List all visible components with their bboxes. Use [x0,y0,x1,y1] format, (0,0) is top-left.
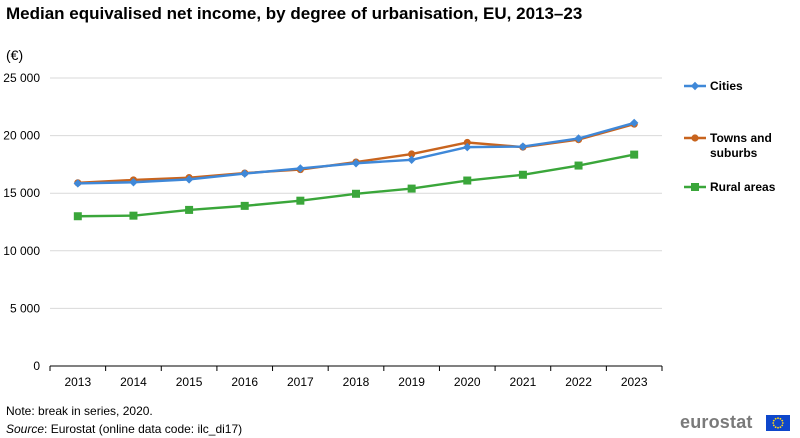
x-tick-label: 2022 [565,375,592,389]
series-line-towns-and-suburbs [77,122,635,185]
data-point [73,212,82,221]
line-chart: 0 5 000 10 000 15 000 20 000 25 000 2013 2014 20… [3,71,776,389]
eurostat-logo-text: eurostat [680,412,753,432]
eu-flag-icon [766,415,790,431]
data-point [185,205,194,214]
data-point [407,155,416,164]
data-point [630,150,639,159]
x-tick-label: 2023 [621,375,648,389]
data-point [351,159,361,168]
y-tick-label: 0 [33,359,40,373]
legend-marker [691,134,699,142]
legend-label: suburbs [710,146,758,160]
y-tick-label: 15 000 [3,186,40,200]
data-point [296,196,305,205]
x-tick-label: 2021 [510,375,537,389]
data-point [129,211,138,220]
source-label: Source [6,422,45,436]
data-point [518,142,528,151]
x-tick-label: 2014 [120,375,147,389]
data-point [352,189,360,198]
x-tick-label: 2017 [287,375,314,389]
y-tick-label: 5 000 [10,301,40,315]
x-tick-label: 2018 [343,375,370,389]
data-point [129,178,138,187]
x-tick-label: 2019 [398,375,425,389]
legend-label: Rural areas [710,180,776,194]
x-tick-label: 2013 [64,375,91,389]
unit-label: (€) [6,47,24,63]
data-point [407,184,416,193]
x-tick-label: 2016 [231,375,258,389]
x-tick-label: 2015 [176,375,203,389]
legend-marker [691,183,699,191]
source-line: Source: Eurostat (online data code: ilc_… [6,422,242,436]
footnote: Note: break in series, 2020. [6,404,153,418]
y-tick-label: 20 000 [3,129,40,143]
data-point [463,138,471,147]
data-point [574,161,583,170]
legend-label: Cities [710,79,743,93]
data-point [184,175,194,184]
data-point [296,164,305,173]
data-point [629,118,639,128]
data-point [574,134,583,143]
data-point [463,176,472,185]
data-point [240,201,249,210]
legend-label: Towns and [710,131,772,145]
source-text: : Eurostat (online data code: ilc_di17) [44,422,243,436]
legend-marker [690,81,700,91]
data-point [73,179,83,188]
data-point [518,170,527,179]
chart-title: Median equivalised net income, by degree… [6,4,583,23]
y-tick-label: 10 000 [3,244,40,258]
data-point [463,142,472,152]
y-tick-label: 25 000 [3,71,40,85]
data-point [408,150,416,158]
x-tick-label: 2020 [454,375,481,389]
eurostat-logo: eurostat [680,412,792,434]
data-point [240,169,249,178]
series-line-cities [77,121,635,185]
